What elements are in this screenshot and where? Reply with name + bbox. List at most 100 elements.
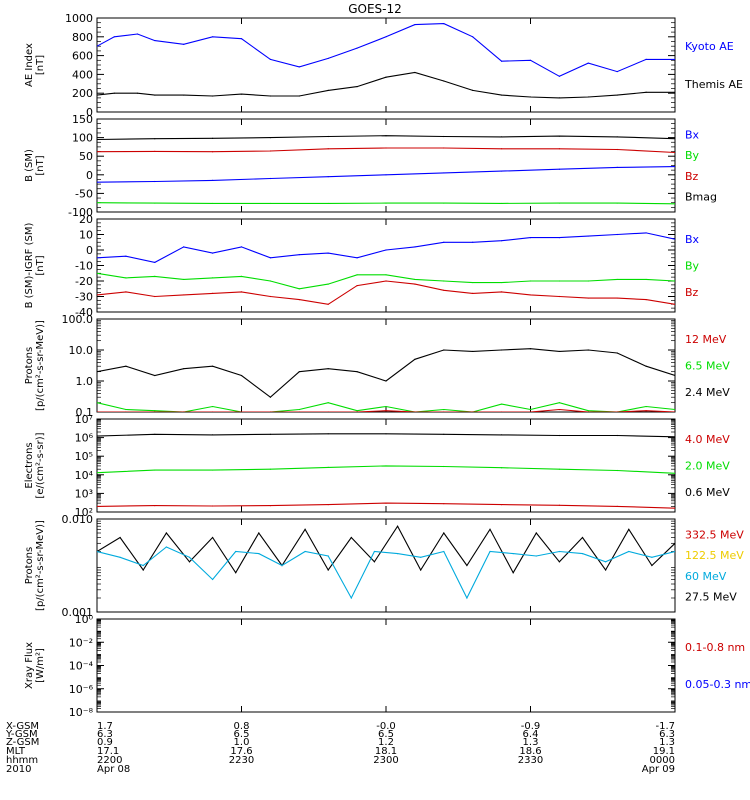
data-point [212, 434, 214, 436]
legend-entry: 2.4 MeV [685, 386, 730, 399]
data-point [558, 168, 561, 170]
data-point [97, 371, 98, 373]
data-point [587, 235, 589, 237]
data-point [269, 257, 271, 259]
data-point [587, 410, 589, 412]
data-point [97, 411, 98, 412]
footer-value: 0.9 [97, 737, 113, 748]
data-point [327, 202, 329, 205]
footer-value: 1.2 [378, 737, 394, 748]
data-point [97, 257, 98, 259]
data-point [212, 179, 214, 181]
y-tick-label: 10⁶ [75, 432, 94, 445]
y-tick-label: -50 [75, 187, 93, 200]
data-point [298, 95, 300, 97]
data-point [396, 553, 399, 555]
legend-entry: Bx [685, 233, 700, 246]
data-point [558, 135, 561, 137]
data-point [298, 254, 300, 256]
y-tick-label: 800 [72, 31, 93, 44]
data-point [240, 411, 243, 412]
footer-value: 0000 [650, 755, 675, 766]
data-point [385, 36, 387, 38]
footer-value: -1.7 [655, 721, 675, 732]
data-point [269, 202, 271, 205]
data-point [628, 528, 630, 530]
data-point [581, 536, 584, 539]
data-point [97, 505, 98, 508]
y-axis-label: Protons[p/(cm²-s-sr-MeV)] [24, 320, 46, 411]
data-point [645, 91, 647, 93]
data-point [414, 358, 416, 360]
data-point [385, 249, 387, 251]
y-tick-label: 20 [79, 213, 93, 226]
data-point [154, 469, 156, 471]
data-point [154, 505, 156, 507]
data-point [414, 23, 416, 26]
y-tick-label: 200 [72, 87, 93, 100]
footer-value: 2300 [373, 755, 398, 766]
data-point [443, 202, 445, 204]
legend-entry: Bz [685, 286, 699, 299]
data-point [183, 94, 185, 96]
y-tick-label: 10⁰ [75, 613, 94, 626]
data-point [443, 80, 445, 82]
y-tick-label: 0.1 [76, 406, 94, 419]
data-point [558, 468, 561, 470]
data-point [558, 402, 561, 404]
series-line [97, 71, 675, 99]
data-point [558, 350, 561, 353]
data-point [587, 280, 589, 282]
data-point [212, 365, 214, 367]
data-point [113, 36, 115, 38]
y-tick-label: 10⁴ [75, 469, 94, 482]
data-point [674, 138, 675, 140]
panel-hiprotons: 0.001 0.010 Protons[p/(cm²-s-sr-MeV)] 332.5… [24, 513, 744, 619]
data-point [558, 295, 561, 298]
data-point [385, 280, 387, 282]
footer-value: 1.7 [97, 721, 113, 732]
data-point [501, 240, 503, 242]
data-point [165, 532, 167, 534]
data-point [443, 411, 445, 412]
data-point [327, 569, 329, 571]
data-point [616, 94, 618, 96]
data-point [385, 76, 387, 78]
data-point [472, 281, 474, 284]
data-point [414, 71, 416, 74]
data-point [373, 561, 376, 563]
data-point [472, 241, 474, 243]
y-tick-label: 400 [72, 68, 93, 81]
data-point [258, 532, 260, 534]
data-point [472, 36, 474, 38]
data-point [385, 174, 387, 176]
data-point [97, 181, 98, 183]
data-point [97, 138, 98, 141]
data-point [645, 232, 647, 234]
data-point [212, 252, 214, 254]
data-point [327, 148, 329, 150]
y-tick-label: 1000 [65, 12, 93, 25]
data-point [327, 503, 329, 506]
data-point [674, 542, 675, 544]
legend-entry: Kyoto AE [685, 40, 734, 53]
data-point [183, 294, 185, 296]
data-point [281, 564, 283, 567]
footer-value: 17.6 [230, 746, 252, 757]
data-point [501, 202, 503, 205]
y-tick-label: 0 [86, 106, 93, 119]
data-point [529, 280, 532, 282]
data-point [529, 96, 532, 98]
data-point [97, 151, 98, 153]
data-point [443, 135, 445, 138]
data-point [212, 137, 214, 139]
data-point [97, 272, 98, 274]
data-point [212, 36, 214, 38]
data-point [651, 564, 653, 567]
data-point [240, 374, 243, 377]
data-point [119, 556, 121, 558]
data-point [97, 435, 98, 437]
data-point [674, 408, 675, 411]
y-tick-label: -40 [75, 306, 93, 319]
data-point [240, 275, 243, 277]
